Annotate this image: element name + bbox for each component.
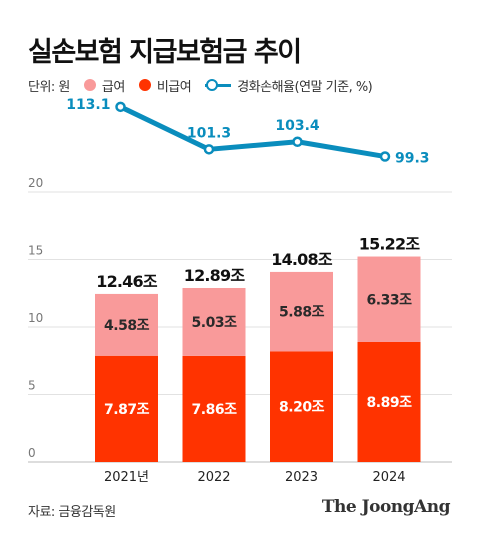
x-tick-label: 2023 bbox=[285, 470, 318, 485]
data-label-benefit: 5.03조 bbox=[192, 315, 238, 331]
total-label: 12.89조 bbox=[184, 266, 246, 285]
bar-benefit bbox=[357, 256, 421, 342]
legend-swatch-nonbenefit bbox=[138, 79, 151, 91]
line-point-lossratio bbox=[115, 101, 126, 113]
y-tick-label: 15 bbox=[28, 244, 43, 258]
y-tick-label: 0 bbox=[28, 446, 36, 460]
chart-title: 실손보험 지급보험금 추이 bbox=[28, 37, 302, 68]
bar-nonbenefit bbox=[357, 341, 421, 462]
legend-label-lossratio: 경화손해율(연말 기준, %) bbox=[237, 79, 373, 95]
data-label-nonbenefit: 8.20조 bbox=[279, 400, 325, 416]
bar-nonbenefit bbox=[95, 355, 158, 462]
bar-benefit bbox=[182, 287, 246, 356]
data-label-benefit: 4.58조 bbox=[104, 318, 150, 334]
data-label-benefit: 5.88조 bbox=[279, 305, 325, 321]
legend-swatch-lossratio bbox=[205, 79, 232, 91]
legend-item-lossratio: 경화손해율(연말 기준, %) bbox=[205, 76, 373, 95]
data-label-benefit: 6.33조 bbox=[367, 292, 413, 308]
y-tick-label: 10 bbox=[28, 311, 43, 325]
x-tick-label: 2024 bbox=[372, 470, 405, 485]
legend-unit-label: 단위: 원 bbox=[28, 79, 70, 95]
total-label: 14.08조 bbox=[271, 250, 333, 269]
brand-logo-text: The JoongAng bbox=[321, 497, 451, 517]
line-point-lossratio bbox=[379, 151, 391, 162]
line-label-lossratio: 113.1 bbox=[66, 97, 110, 113]
source-note: 자료: 금융감독원 bbox=[28, 505, 116, 520]
total-label: 12.46조 bbox=[96, 272, 158, 291]
data-label-nonbenefit: 7.87조 bbox=[104, 402, 150, 418]
bar-benefit bbox=[95, 293, 158, 356]
x-tick-label: 2021년 bbox=[104, 470, 149, 485]
legend: 단위: 원 급여 비급여 경화손해율(연말 기준, %) bbox=[28, 76, 386, 95]
y-tick-label: 5 bbox=[28, 379, 36, 393]
legend-label-benefit: 급여 bbox=[101, 79, 125, 95]
line-label-lossratio: 99.3 bbox=[395, 151, 430, 167]
data-label-nonbenefit: 8.89조 bbox=[367, 395, 413, 411]
line-point-lossratio bbox=[292, 136, 303, 148]
y-tick-label: 20 bbox=[28, 176, 43, 190]
legend-swatch-benefit bbox=[83, 79, 96, 91]
legend-unit: 단위: 원 bbox=[28, 76, 70, 95]
legend-item-benefit: 급여 bbox=[83, 76, 125, 95]
data-label-nonbenefit: 7.86조 bbox=[192, 402, 238, 418]
line-label-lossratio: 103.4 bbox=[275, 118, 320, 134]
legend-item-nonbenefit: 비급여 bbox=[138, 76, 192, 95]
legend-label-nonbenefit: 비급여 bbox=[156, 79, 192, 95]
line-point-lossratio bbox=[203, 144, 215, 155]
line-label-lossratio: 101.3 bbox=[187, 125, 231, 141]
bar-benefit bbox=[270, 271, 333, 352]
total-label: 15.22조 bbox=[359, 235, 421, 254]
line-lossratio bbox=[118, 104, 388, 160]
bar-nonbenefit bbox=[182, 355, 246, 462]
bar-nonbenefit bbox=[270, 351, 333, 462]
x-tick-label: 2022 bbox=[197, 470, 230, 485]
